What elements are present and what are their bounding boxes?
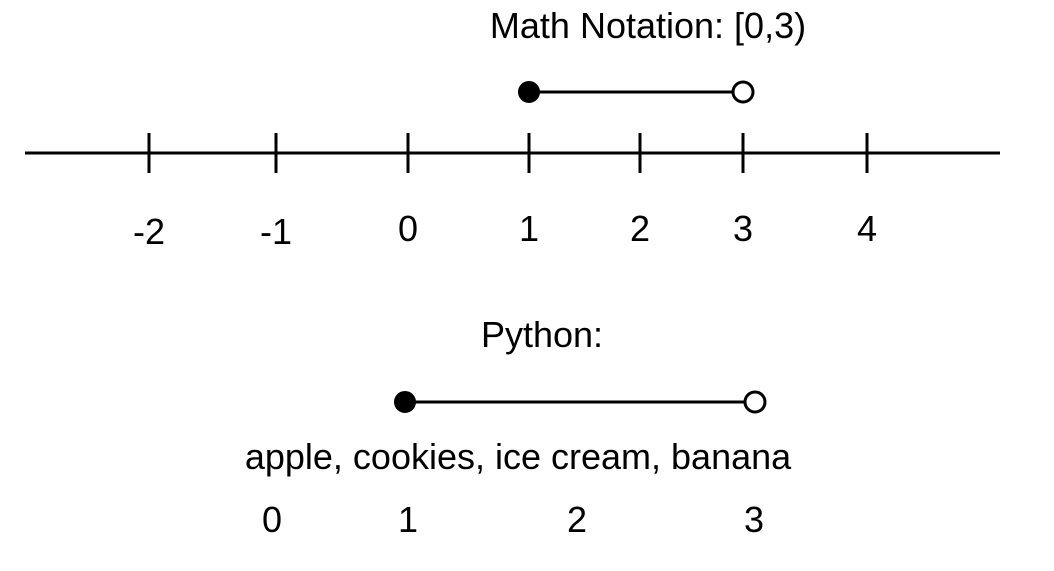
python-index-1: 1 xyxy=(397,499,419,540)
tick-label-0: 0 xyxy=(397,208,419,249)
python-index-0: 0 xyxy=(261,499,283,540)
math-interval-open-endpoint xyxy=(731,80,755,104)
tick-label-2: 2 xyxy=(629,208,651,249)
tick-label-neg2: -2 xyxy=(132,211,166,252)
python-index-3: 3 xyxy=(743,499,765,540)
python-title: Python: xyxy=(480,314,604,355)
tick-label-3: 3 xyxy=(732,208,754,249)
tick-label-4: 4 xyxy=(856,208,878,249)
number-line xyxy=(25,133,1000,173)
python-interval-closed-endpoint xyxy=(394,391,416,413)
math-interval xyxy=(518,80,755,104)
python-interval xyxy=(394,390,767,414)
python-index-2: 2 xyxy=(566,499,588,540)
python-interval-open-endpoint xyxy=(743,390,767,414)
python-items-text: apple, cookies, ice cream, banana xyxy=(244,436,792,477)
tick-label-neg1: -1 xyxy=(259,211,293,252)
tick-label-1: 1 xyxy=(518,208,540,249)
math-notation-title: Math Notation: [0,3) xyxy=(489,5,807,46)
math-interval-closed-endpoint xyxy=(518,81,540,103)
